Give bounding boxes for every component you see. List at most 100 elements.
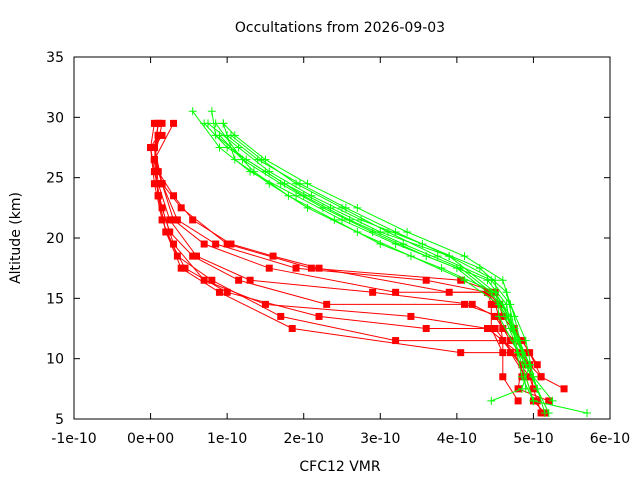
profile-series xyxy=(150,131,541,369)
data-point xyxy=(215,143,224,152)
series-line xyxy=(153,123,519,402)
y-axis-label: Altitude (km) xyxy=(8,192,24,284)
data-point xyxy=(277,312,285,320)
data-point xyxy=(200,240,208,248)
data-point xyxy=(166,216,174,224)
profile-series xyxy=(219,119,553,417)
data-point xyxy=(499,349,507,357)
y-tick-label: 25 xyxy=(46,171,64,187)
data-point xyxy=(295,179,304,188)
data-point xyxy=(357,215,366,224)
series-line xyxy=(203,123,527,389)
data-point xyxy=(487,325,495,332)
data-point xyxy=(506,349,514,357)
data-point xyxy=(253,155,262,164)
series-line xyxy=(153,147,504,353)
data-point xyxy=(154,168,162,176)
x-tick-label: 4e-10 xyxy=(437,431,477,447)
data-point xyxy=(147,144,155,151)
data-point xyxy=(445,252,454,261)
data-point xyxy=(235,276,243,284)
data-point xyxy=(215,288,223,296)
y-tick-label: 15 xyxy=(46,291,64,307)
data-point xyxy=(315,312,323,320)
data-point xyxy=(292,264,300,272)
data-point xyxy=(391,227,400,236)
data-point xyxy=(166,228,174,236)
profile-series xyxy=(219,119,592,417)
data-point xyxy=(223,131,232,140)
data-point xyxy=(399,240,408,249)
data-point xyxy=(491,325,499,332)
data-point xyxy=(483,325,491,332)
data-point xyxy=(303,203,312,212)
data-point xyxy=(353,203,362,212)
data-point xyxy=(288,325,296,332)
series-line xyxy=(150,123,542,414)
plot-border xyxy=(73,56,611,420)
data-point xyxy=(502,312,511,321)
data-point xyxy=(461,300,469,308)
profile-series xyxy=(150,131,545,381)
data-point xyxy=(537,373,545,381)
data-point xyxy=(158,119,166,127)
y-tick-label: 5 xyxy=(55,412,64,428)
x-tick-label: -1e-10 xyxy=(51,431,96,447)
data-point xyxy=(318,203,327,212)
y-tick-label: 10 xyxy=(46,352,64,368)
y-tick-label: 30 xyxy=(46,110,64,126)
profile-series xyxy=(147,131,568,393)
data-point xyxy=(249,167,258,176)
data-point xyxy=(498,276,507,285)
data-point xyxy=(261,155,270,164)
data-point xyxy=(341,203,350,212)
data-point xyxy=(193,252,201,260)
data-point xyxy=(491,276,500,285)
series-line xyxy=(153,123,527,377)
data-point xyxy=(170,216,178,224)
data-point xyxy=(150,119,158,127)
data-point xyxy=(422,325,430,332)
data-point xyxy=(177,264,185,272)
plot-area xyxy=(147,107,592,417)
data-point xyxy=(204,119,212,128)
data-point xyxy=(529,372,538,381)
data-point xyxy=(468,300,476,308)
data-point xyxy=(499,373,507,381)
data-point xyxy=(514,397,522,405)
data-point xyxy=(303,179,312,188)
data-point xyxy=(299,191,308,200)
data-point xyxy=(170,240,178,248)
profile-series xyxy=(223,131,538,405)
series-line xyxy=(153,135,534,389)
data-point xyxy=(219,119,228,128)
y-tick-label: 20 xyxy=(46,231,64,247)
profile-series xyxy=(200,119,530,393)
x-axis-label: CFC12 VMR xyxy=(299,459,381,475)
data-point xyxy=(269,252,277,260)
data-point xyxy=(583,408,592,417)
data-point xyxy=(407,312,415,320)
data-point xyxy=(487,300,495,308)
x-tick-label: 3e-10 xyxy=(360,431,400,447)
data-point xyxy=(230,131,239,140)
data-point xyxy=(521,360,530,369)
data-point xyxy=(223,143,232,152)
data-point xyxy=(433,252,442,261)
x-tick-label: 2e-10 xyxy=(284,431,324,447)
data-point xyxy=(323,300,331,308)
profile-series xyxy=(147,119,545,417)
data-point xyxy=(510,312,519,321)
data-point xyxy=(499,325,507,332)
data-point xyxy=(499,337,507,345)
data-point xyxy=(177,204,185,212)
data-point xyxy=(170,192,178,200)
data-point xyxy=(533,361,541,369)
data-point xyxy=(170,119,178,127)
data-point xyxy=(158,216,166,224)
data-point xyxy=(154,180,162,188)
data-point xyxy=(189,216,197,224)
data-point xyxy=(457,349,465,357)
data-point xyxy=(345,215,354,224)
